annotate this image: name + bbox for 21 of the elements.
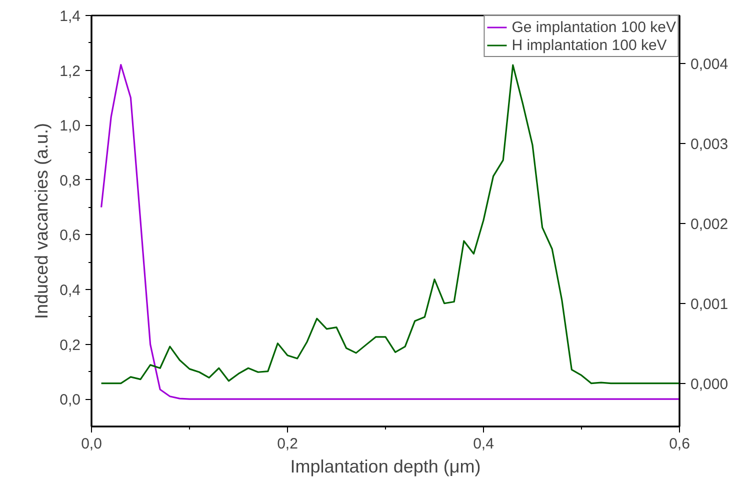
- y-tick-label: 0,6: [60, 227, 81, 244]
- x-tick-label: 0,6: [669, 436, 690, 452]
- y-tick-label: 1,0: [60, 118, 81, 135]
- y-tick-label: 0,0: [60, 392, 81, 409]
- y2-tick-label: 0,001: [690, 296, 728, 313]
- y2-tick-label: 0,000: [690, 376, 728, 393]
- y-tick-label: 1,4: [60, 8, 81, 25]
- y2-tick-label: 0,003: [690, 136, 728, 153]
- legend-label: H implantation 100 keV: [512, 36, 667, 54]
- x-tick-label: 0,4: [473, 436, 494, 452]
- y-tick-label: 1,2: [60, 62, 81, 80]
- legend-label: Ge implantation 100 keV: [512, 18, 676, 36]
- y-tick-label: 0,2: [60, 336, 81, 354]
- y-tick-label: 0,4: [60, 282, 81, 299]
- x-tick-label: 0,2: [277, 436, 298, 452]
- y-tick-label: 0,8: [60, 172, 81, 190]
- x-axis-title: Implantation depth (μm): [290, 456, 481, 476]
- x-tick-label: 0,0: [81, 436, 102, 452]
- y-axis-title: Induced vacancies (a.u.): [32, 122, 52, 320]
- y2-tick-label: 0,004: [690, 56, 728, 73]
- y2-tick-label: 0,002: [690, 216, 728, 233]
